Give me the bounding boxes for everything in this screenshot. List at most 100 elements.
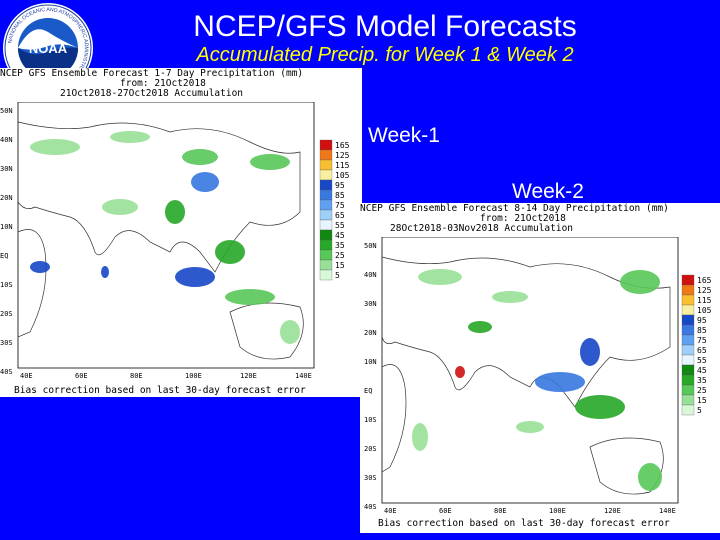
legend-value: 105 [335,171,350,180]
week2-header-line2: from: 21Oct2018 [480,213,566,224]
lat-label: 10N [364,358,377,366]
legend-swatch [681,274,695,286]
legend-swatch [319,149,333,161]
lon-label: 60E [75,372,88,380]
legend-value: 5 [335,271,340,280]
legend-swatch [319,139,333,151]
lat-label: 30N [364,300,377,308]
lat-label: 20N [0,194,13,202]
legend-swatch [319,259,333,271]
legend-value: 5 [697,406,702,415]
legend-value: 85 [335,191,345,200]
week1-map: NCEP GFS Ensemble Forecast 1-7 Day Preci… [0,68,362,397]
legend-swatch [681,284,695,296]
lon-label: 40E [20,372,33,380]
legend-value: 15 [335,261,345,270]
legend-value: 95 [697,316,707,325]
legend-swatch [681,314,695,326]
legend-swatch [319,269,333,281]
legend-swatch [319,219,333,231]
week2-header-line1: NCEP GFS Ensemble Forecast 8-14 Day Prec… [360,203,669,214]
lon-label: 140E [295,372,312,380]
legend-value: 105 [697,306,712,315]
lat-label: 40N [0,136,13,144]
legend-swatch [681,404,695,416]
legend-value: 55 [697,356,707,365]
legend-swatch [681,394,695,406]
legend-value: 65 [335,211,345,220]
legend-value: 65 [697,346,707,355]
lat-label: 20S [0,310,13,318]
week2-lon-labels: 40E 60E 80E 100E 120E 140E [384,507,676,515]
week1-lat-labels: 50N 40N 30N 20N 10N EQ 10S 20S 30S 40S [0,107,13,376]
legend-swatch [681,324,695,336]
lat-label: 10S [364,416,377,424]
legend-value: 95 [335,181,345,190]
week2-label: Week-2 [512,180,584,203]
legend-value: 115 [697,296,712,305]
lat-label: EQ [0,252,8,260]
legend-swatch [681,354,695,366]
legend-swatch [319,239,333,251]
legend-value: 15 [697,396,707,405]
legend-value: 85 [697,326,707,335]
legend-swatch [681,384,695,396]
legend-value: 125 [335,151,350,160]
legend-swatch [319,189,333,201]
lat-label: 20S [364,445,377,453]
legend-value: 35 [335,241,345,250]
legend-value: 125 [697,286,712,295]
lon-label: 100E [185,372,202,380]
lat-label: 20N [364,329,377,337]
lon-label: 60E [439,507,452,515]
lon-label: 140E [659,507,676,515]
week1-header-line1: NCEP GFS Ensemble Forecast 1-7 Day Preci… [0,68,304,79]
legend-value: 165 [697,276,712,285]
legend-value: 25 [697,386,707,395]
lon-label: 100E [549,507,566,515]
legend-value: 35 [697,376,707,385]
lat-label: 50N [0,107,13,115]
legend-swatch [319,159,333,171]
legend-value: 75 [335,201,345,210]
legend-swatch [681,344,695,356]
legend-swatch [319,179,333,191]
week1-header-line3: 21Oct2018-27Oct2018 Accumulation [60,88,244,99]
lat-label: 30N [0,165,13,173]
lon-label: 120E [240,372,257,380]
lat-label: 40S [0,368,13,376]
legend-swatch [681,334,695,346]
legend-swatch [319,209,333,221]
week2-map-area: 50N 40N 30N 20N 10N EQ 10S 20S 30S 40S 40E 60E 80E 1… [364,237,712,515]
lat-label: 40N [364,271,377,279]
lon-label: 80E [494,507,507,515]
week1-label: Week-1 [368,124,440,147]
week2-footer: Bias correction based on last 30-day for… [378,518,670,529]
legend-swatch [681,364,695,376]
legend-value: 115 [335,161,350,170]
week2-lat-labels: 50N 40N 30N 20N 10N EQ 10S 20S 30S 40S [364,242,377,511]
lat-label: 30S [364,474,377,482]
legend-value: 45 [335,231,345,240]
legend-value: 75 [697,336,707,345]
lon-label: 40E [384,507,397,515]
legend-swatch [319,229,333,241]
legend-value: 165 [335,141,350,150]
legend-swatch [681,304,695,316]
week1-footer: Bias correction based on last 30-day for… [14,385,306,396]
lat-label: 10N [0,223,13,231]
logo-text: NOAA [29,41,68,56]
lat-label: 30S [0,339,13,347]
page-title: NCEP/GFS Model Forecasts [193,10,577,43]
legend-value: 55 [335,221,345,230]
page-subtitle: Accumulated Precip. for Week 1 & Week 2 [196,44,574,66]
lat-label: 10S [0,281,13,289]
legend-value: 25 [335,251,345,260]
week2-header-line3: 28Oct2018-03Nov2018 Accumulation [390,223,574,234]
week1-lon-labels: 40E 60E 80E 100E 120E 140E [20,372,312,380]
week1-map-area: 50N 40N 30N 20N 10N EQ 10S 20S 30S 40S 40E 60E 80E 1… [0,102,350,380]
legend-swatch [319,169,333,181]
